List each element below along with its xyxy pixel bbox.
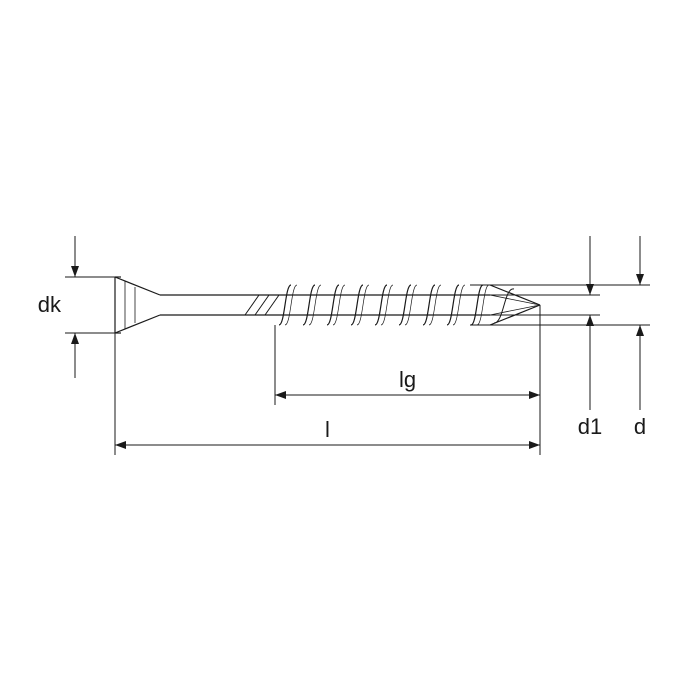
label-l: l — [325, 417, 330, 442]
screw-technical-drawing: dk d1 d lg l — [0, 0, 700, 700]
label-dk: dk — [38, 292, 62, 317]
label-lg: lg — [399, 367, 416, 392]
label-d1: d1 — [578, 414, 602, 439]
label-d: d — [634, 414, 646, 439]
